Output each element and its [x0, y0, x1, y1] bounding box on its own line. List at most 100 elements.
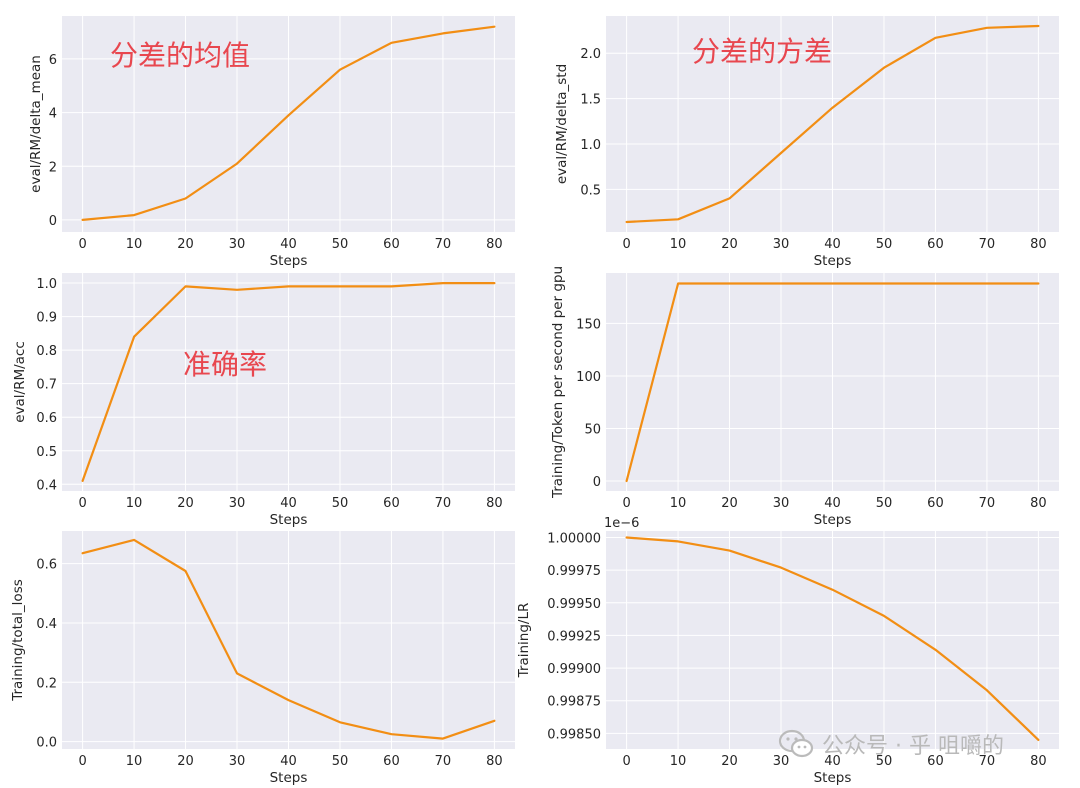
subplot-3: 0 10 20 30 40 50 60 70 80 0.4 0.5 0.6 0.7 0.8 0.9 1.0 St…: [12, 273, 515, 528]
y-tick-label: 0: [593, 475, 601, 490]
series-line: [625, 282, 1040, 483]
annotation-delta-mean: 分差的均值: [110, 39, 251, 72]
subplot-4: 0 10 20 30 40 50 60 70 80 0 50 100 150 Steps Training/…: [550, 266, 1059, 528]
series-line: [81, 25, 496, 221]
y-tick-label: 1.5: [580, 93, 601, 108]
annotation-delta-std: 分差的方差: [692, 35, 833, 68]
wechat-icon: [778, 729, 814, 758]
x-tick-label: 60: [383, 496, 400, 511]
y-axis-label: eval/RM/acc: [12, 341, 28, 423]
y-tick-label: 150: [576, 317, 601, 332]
x-tick-label: 20: [177, 496, 194, 511]
watermark-text: 公众号 · 乎 咀嚼的: [822, 734, 1004, 759]
y-axis-label: Training/Token per second per gpu: [550, 266, 566, 499]
x-tick-label: 10: [126, 237, 143, 252]
y-tick-label: 0.99875: [547, 695, 601, 710]
x-tick-label: 40: [280, 754, 297, 769]
x-tick-label: 20: [177, 754, 194, 769]
x-tick-label: 60: [383, 754, 400, 769]
y-tick-label: 0.6: [36, 558, 57, 573]
x-axis-label: Steps: [814, 253, 852, 269]
series-line: [625, 24, 1040, 224]
x-tick-label: 80: [486, 496, 503, 511]
y-tick-label: 0: [49, 214, 57, 229]
watermark: 公众号 · 乎 咀嚼的: [778, 726, 1004, 762]
x-tick-label: 40: [824, 754, 841, 769]
x-tick-label: 80: [486, 237, 503, 252]
x-axis-label: Steps: [814, 512, 852, 528]
y-tick-label: 0.0: [36, 736, 57, 751]
x-tick-label: 10: [126, 496, 143, 511]
y-tick-label: 0.99950: [547, 597, 601, 612]
x-tick-label: 60: [927, 496, 944, 511]
x-tick-label: 30: [229, 496, 246, 511]
x-tick-label: 80: [1030, 754, 1047, 769]
y-tick-label: 1.0: [36, 277, 57, 292]
y-tick-label: 0.5: [580, 183, 601, 198]
x-tick-label: 0: [622, 754, 630, 769]
x-tick-label: 50: [876, 496, 893, 511]
y-tick-label: 0.99925: [547, 629, 601, 644]
subplot-2: 0 10 20 30 40 50 60 70 80 0.5 1.0 1.5 2.0 Steps eval/R…: [554, 16, 1059, 269]
x-tick-label: 10: [670, 754, 687, 769]
x-tick-label: 30: [773, 754, 790, 769]
x-tick-label: 10: [126, 754, 143, 769]
x-tick-label: 10: [670, 237, 687, 252]
x-tick-label: 70: [435, 237, 452, 252]
x-tick-label: 70: [979, 754, 996, 769]
y-tick-label: 0.99900: [547, 662, 601, 677]
y-tick-label: 0.5: [36, 445, 57, 460]
x-tick-label: 80: [1030, 496, 1047, 511]
y-tick-label: 1.0: [580, 138, 601, 153]
x-tick-label: 30: [229, 754, 246, 769]
x-tick-label: 30: [773, 237, 790, 252]
annotation-acc: 准确率: [183, 348, 268, 381]
y-tick-label: 2: [49, 160, 57, 175]
series-line: [625, 536, 1040, 742]
x-tick-label: 50: [876, 237, 893, 252]
x-tick-label: 20: [721, 754, 738, 769]
y-tick-label: 0.4: [36, 478, 57, 493]
x-tick-label: 50: [332, 754, 349, 769]
x-tick-label: 20: [721, 496, 738, 511]
x-tick-label: 30: [773, 496, 790, 511]
x-tick-label: 40: [280, 237, 297, 252]
y-tick-label: 0.8: [36, 344, 57, 359]
x-axis-label: Steps: [814, 770, 852, 786]
x-tick-label: 30: [229, 237, 246, 252]
x-tick-label: 40: [280, 496, 297, 511]
y-scale-note: 1e−6: [604, 516, 639, 531]
x-tick-label: 50: [332, 237, 349, 252]
x-tick-label: 70: [979, 237, 996, 252]
x-tick-label: 80: [486, 754, 503, 769]
y-tick-label: 0.4: [36, 617, 57, 632]
y-tick-label: 6: [49, 53, 57, 68]
x-tick-label: 70: [435, 754, 452, 769]
y-axis-label: Training/total_loss: [10, 579, 26, 702]
x-tick-label: 10: [670, 496, 687, 511]
y-axis-label: eval/RM/delta_std: [554, 64, 570, 184]
y-tick-label: 2.0: [580, 47, 601, 62]
x-tick-label: 40: [824, 496, 841, 511]
series-line: [81, 282, 496, 482]
y-tick-label: 1.00000: [547, 532, 601, 547]
x-tick-label: 70: [435, 496, 452, 511]
x-axis-label: Steps: [270, 253, 308, 269]
x-tick-label: 50: [876, 754, 893, 769]
y-tick-label: 4: [49, 107, 57, 122]
x-axis-label: Steps: [270, 770, 308, 786]
y-tick-label: 0.2: [36, 676, 57, 691]
x-tick-label: 60: [383, 237, 400, 252]
y-tick-label: 100: [576, 370, 601, 385]
y-tick-label: 0.9: [36, 311, 57, 326]
x-axis-label: Steps: [270, 512, 308, 528]
x-tick-label: 50: [332, 496, 349, 511]
y-tick-label: 0.99975: [547, 564, 601, 579]
x-tick-label: 70: [979, 496, 996, 511]
x-tick-label: 40: [824, 237, 841, 252]
x-tick-label: 20: [177, 237, 194, 252]
x-tick-label: 0: [78, 496, 86, 511]
x-tick-label: 0: [622, 237, 630, 252]
subplot-5: 0 10 20 30 40 50 60 70 80 0.0 0.2 0.4 0.6 Steps Traini…: [10, 531, 515, 786]
